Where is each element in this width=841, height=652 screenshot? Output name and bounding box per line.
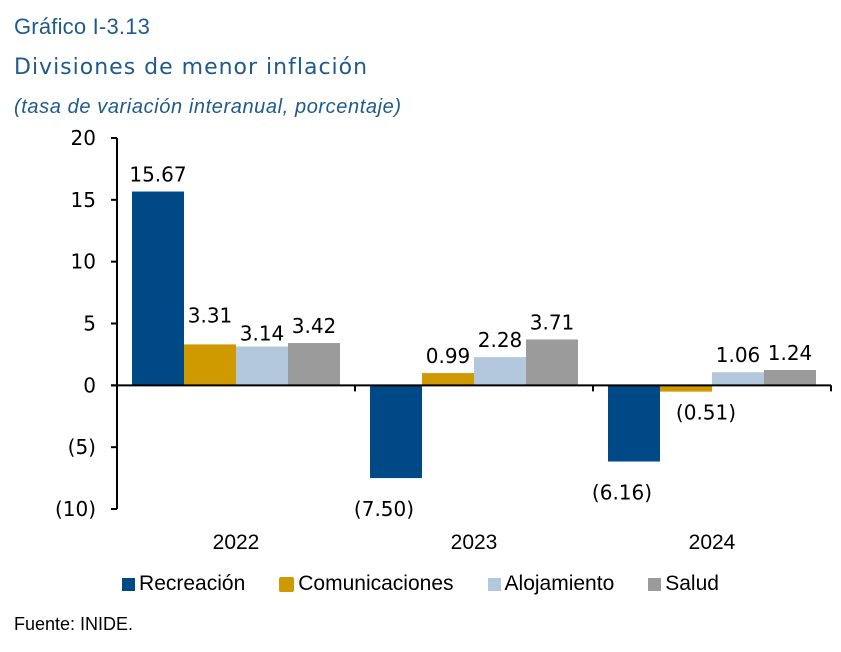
bar-comunicaciones-2024 [660, 385, 712, 392]
legend-swatch-recreacion [122, 577, 136, 591]
chart-label: Gráfico I-3.13 [14, 14, 151, 39]
bars-layer [132, 191, 816, 479]
x-tick-label-2022: 2022 [213, 531, 260, 554]
legend-label-recreacion: Recreación [139, 572, 246, 595]
bar-recreacion-2022 [132, 191, 184, 386]
y-tick-label-4: 0 [83, 373, 96, 397]
legend-item-salud: Salud [648, 572, 719, 596]
data-label-recreacion-2024: (6.16) [592, 481, 652, 505]
legend-label-alojamiento: Alojamiento [504, 572, 615, 595]
data-label-alojamiento-2022: 3.14 [240, 322, 285, 346]
legend-label-salud: Salud [665, 572, 719, 595]
bar-alojamiento-2022 [236, 346, 288, 386]
legend: Recreación Comunicaciones Alojamiento Sa… [0, 572, 841, 596]
bar-recreacion-2023 [370, 385, 422, 479]
legend-swatch-alojamiento [487, 577, 501, 591]
legend-item-recreacion: Recreación [122, 572, 245, 596]
data-label-alojamiento-2023: 2.28 [478, 328, 523, 352]
chart-subtitle: (tasa de variación interanual, porcentaj… [14, 96, 402, 118]
bar-salud-2023 [526, 339, 578, 386]
data-label-recreacion-2022: 15.67 [129, 163, 186, 187]
bar-chart: 2022 2023 2024 20 15 10 5 0 (5) (10) 15.67 3.31 3.1… [55, 126, 832, 554]
bar-recreacion-2024 [608, 385, 660, 462]
chart-title: Divisiones de menor inflación [14, 55, 369, 80]
bar-salud-2022 [288, 343, 340, 386]
data-label-comunicaciones-2024: (0.51) [676, 401, 736, 425]
data-label-salud-2022: 3.42 [292, 314, 337, 338]
y-tick-label-2: 10 [71, 250, 96, 274]
data-label-salud-2024: 1.24 [768, 341, 813, 365]
x-tick-label-2024: 2024 [689, 531, 736, 554]
bar-alojamiento-2024 [712, 372, 764, 386]
legend-swatch-salud [648, 577, 662, 591]
y-tick-label-3: 5 [83, 312, 96, 336]
legend-item-comunicaciones: Comunicaciones [279, 572, 454, 596]
legend-item-alojamiento: Alojamiento [487, 572, 615, 596]
x-tick-label-2023: 2023 [451, 531, 498, 554]
y-tick-label-0: 20 [71, 126, 96, 150]
y-tick-label-6: (10) [55, 497, 96, 521]
y-tick-label-5: (5) [68, 435, 96, 459]
data-labels-layer: 15.67 3.31 3.14 3.42 (7.50) 0.99 2.28 3.71 (6.16… [129, 163, 812, 522]
y-tick-label-1: 15 [71, 188, 96, 212]
data-label-comunicaciones-2023: 0.99 [426, 344, 471, 368]
source-note: Fuente: INIDE. [14, 614, 134, 634]
legend-label-comunicaciones: Comunicaciones [298, 572, 454, 595]
data-label-recreacion-2023: (7.50) [354, 497, 414, 521]
data-label-comunicaciones-2022: 3.31 [188, 303, 233, 327]
bar-comunicaciones-2022 [184, 344, 236, 386]
data-label-salud-2023: 3.71 [530, 310, 575, 334]
bar-comunicaciones-2023 [422, 373, 474, 386]
legend-swatch-comunicaciones [279, 576, 295, 592]
bar-salud-2024 [764, 369, 816, 386]
data-label-alojamiento-2024: 1.06 [716, 343, 761, 367]
bar-alojamiento-2023 [474, 357, 526, 386]
axes-layer: 2022 2023 2024 20 15 10 5 0 (5) (10) [55, 126, 832, 554]
